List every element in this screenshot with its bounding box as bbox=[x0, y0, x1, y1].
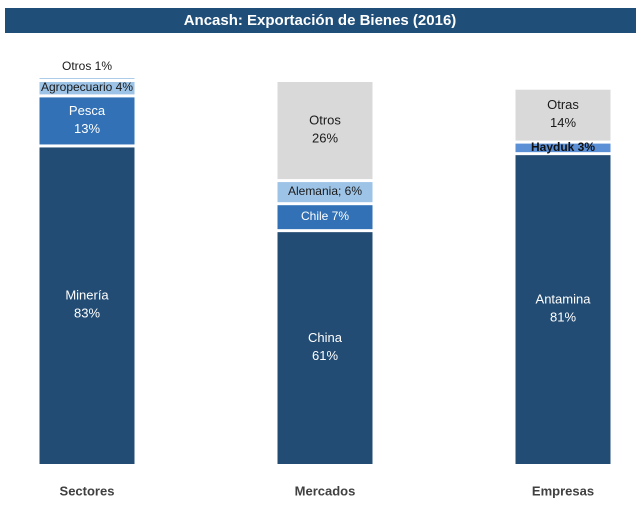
bar-segment bbox=[277, 232, 373, 464]
segment-label-line: Minería bbox=[65, 288, 109, 303]
bar-segment bbox=[277, 205, 373, 230]
segment-label-line: Agropecuario 4% bbox=[41, 80, 133, 94]
segment-label-line: 14% bbox=[550, 116, 576, 131]
segment-label: Minería 83% bbox=[65, 288, 109, 321]
segment-label: Alemania; 6% bbox=[288, 184, 362, 198]
segment-label: Otras 14% bbox=[547, 98, 579, 131]
segment-label: Agropecuario 4% bbox=[41, 80, 133, 94]
segment-label-line: Otras bbox=[547, 98, 579, 113]
segment-label-line: Alemania; 6% bbox=[288, 184, 362, 198]
chart-title: Ancash: Exportación de Bienes (2016) bbox=[184, 12, 457, 29]
segment-label-line: China bbox=[308, 331, 343, 346]
segment-label-line: 61% bbox=[312, 349, 338, 364]
bar-segment bbox=[515, 143, 611, 153]
segment-label-line: Hayduk 3% bbox=[531, 140, 595, 154]
category-label: Empresas bbox=[532, 483, 594, 498]
segment-label-line: Otros bbox=[309, 113, 341, 128]
bar-segment bbox=[277, 182, 373, 203]
segment-label-line: 13% bbox=[74, 121, 100, 136]
bar-segment bbox=[277, 82, 373, 180]
bar-segment bbox=[39, 147, 135, 464]
bar-segment bbox=[515, 89, 611, 141]
segment-label: Hayduk 3% bbox=[531, 140, 595, 154]
bar-segment bbox=[39, 82, 135, 95]
category-label: Sectores bbox=[60, 483, 115, 498]
title-banner bbox=[5, 8, 636, 33]
segment-label-line: 83% bbox=[74, 306, 100, 321]
segment-label: Chile 7% bbox=[301, 209, 349, 223]
category-label: Mercados bbox=[295, 483, 356, 498]
segment-label: Otros 26% bbox=[309, 113, 341, 146]
bar-segment bbox=[39, 97, 135, 145]
segment-label-line: 81% bbox=[550, 310, 576, 325]
bar-segment bbox=[39, 78, 135, 79]
segment-label-line: Pesca bbox=[69, 103, 106, 118]
segment-label: Otros 1% bbox=[62, 59, 112, 73]
segment-label: Pesca 13% bbox=[69, 103, 106, 136]
segment-label: China 61% bbox=[308, 331, 343, 364]
segment-label-line: Chile 7% bbox=[301, 209, 349, 223]
segment-label-line: Antamina bbox=[536, 292, 592, 307]
bar-segment bbox=[515, 155, 611, 464]
segment-label-line: Otros 1% bbox=[62, 59, 112, 73]
segment-label-line: 26% bbox=[312, 131, 338, 146]
segment-label: Antamina 81% bbox=[536, 292, 592, 325]
